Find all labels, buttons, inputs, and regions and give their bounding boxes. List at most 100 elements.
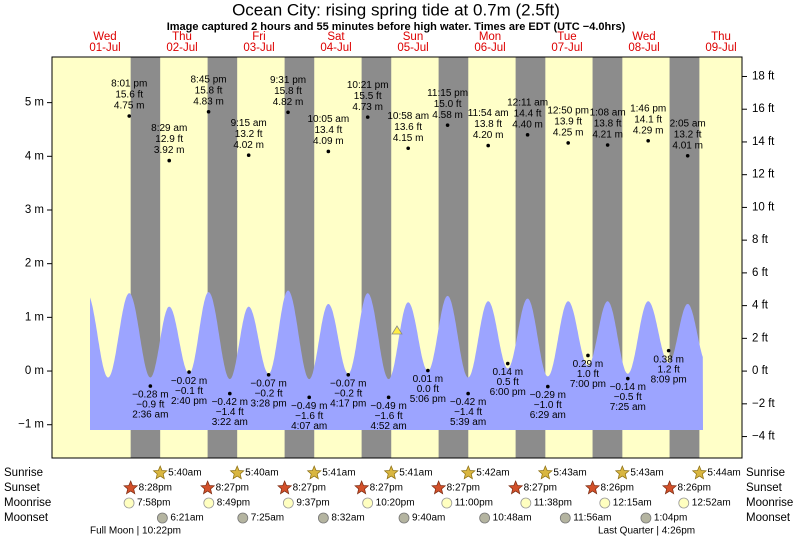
tide-area	[90, 290, 703, 430]
sunrise-time: 5:40am	[245, 468, 278, 479]
sunset-icon	[354, 480, 370, 495]
sunrise-icon	[537, 465, 553, 480]
sunrise-icon	[691, 465, 707, 480]
y2-tick-label: −4 ft	[752, 431, 776, 443]
tide-time: 8:45 pm	[191, 74, 227, 85]
sunset-time: 8:27pm	[370, 483, 403, 494]
tide-point	[228, 391, 232, 396]
tide-time: 4:07 am	[291, 421, 327, 432]
moonrise-icon	[520, 497, 532, 509]
tide-time: 10:58 am	[387, 111, 429, 122]
tide-time: 10:05 am	[307, 114, 349, 125]
tide-m: −0.07 m	[250, 378, 286, 389]
day-date: 07‑Jul	[551, 42, 582, 54]
y2-tick-label: 14 ft	[752, 136, 775, 148]
tide-point	[625, 376, 630, 381]
tide-m: 0.38 m	[653, 354, 684, 365]
day-name: Thu	[172, 31, 192, 43]
row-label: Moonrise	[4, 497, 51, 509]
tide-point	[148, 384, 153, 388]
y2-tick-label: 10 ft	[752, 201, 775, 213]
tide-ft: 13.8 ft	[594, 119, 622, 130]
tide-time: 4:52 am	[371, 421, 407, 432]
moonset-time: 8:32am	[331, 513, 364, 524]
sunset-time: 8:26pm	[678, 483, 711, 494]
tide-point	[326, 149, 331, 154]
tide-time: 8:29 am	[151, 123, 187, 134]
moonrise-time: 11:38pm	[534, 498, 572, 509]
sunrise-time: 5:43am	[553, 468, 586, 479]
tide-time: 1:46 pm	[630, 103, 666, 114]
tide-m: 4.25 m	[553, 128, 584, 139]
y2-tick-label: 8 ft	[752, 234, 769, 246]
sunrise-time: 5:41am	[322, 468, 355, 479]
tide-m: 4.20 m	[473, 130, 504, 141]
y2-tick-label: 4 ft	[752, 300, 769, 312]
sunrise-time: 5:42am	[476, 468, 509, 479]
tide-m: 4.40 m	[512, 119, 543, 130]
tide-point	[586, 353, 590, 358]
y2-tick-label: 18 ft	[752, 71, 775, 83]
tide-point	[167, 158, 172, 163]
moonset-time: 7:25am	[251, 513, 284, 524]
moonrise-icon	[203, 497, 215, 509]
y2-tick-label: 2 ft	[752, 332, 769, 344]
tide-point	[266, 372, 271, 377]
tide-point	[365, 115, 370, 119]
tide-point	[406, 146, 410, 151]
tide-time: 6:29 am	[530, 410, 566, 421]
current-tide-marker	[391, 325, 403, 335]
tide-time: 2:36 am	[132, 410, 168, 421]
tide-time: 11:54 am	[468, 108, 509, 119]
day-date: 09‑Jul	[705, 42, 736, 54]
day-name: Fri	[252, 31, 265, 43]
day-date: 02‑Jul	[166, 42, 197, 54]
row-label: Sunrise	[746, 467, 785, 479]
tide-ft: 13.6 ft	[394, 122, 422, 133]
tide-ft: 15.8 ft	[274, 86, 302, 97]
y-tick-label: 1 m	[25, 311, 44, 323]
y2-tick-label: 16 ft	[752, 103, 775, 115]
y2-tick-label: −2 ft	[752, 398, 776, 410]
tide-m: −0.14 m	[610, 382, 646, 393]
tide-point	[386, 395, 391, 400]
sunset-icon	[277, 480, 293, 495]
row-label: Moonset	[746, 512, 791, 524]
moonrise-time: 12:15am	[613, 498, 652, 509]
tide-m: −0.07 m	[330, 378, 366, 389]
tide-m: 3.92 m	[154, 145, 185, 156]
day-name: Thu	[711, 31, 731, 43]
sunset-time: 8:26pm	[601, 483, 634, 494]
tide-time: 7:00 pm	[570, 379, 606, 390]
moon-phase: Last Quarter | 4:26pm	[598, 526, 695, 537]
tide-point	[445, 123, 450, 127]
tide-ft: 12.9 ft	[155, 134, 183, 145]
tide-ft: 15.6 ft	[115, 90, 143, 101]
tide-m: 4.73 m	[352, 102, 383, 113]
tide-ft: 15.8 ft	[195, 85, 223, 96]
tide-m: −0.49 m	[291, 401, 327, 412]
y-tick-label: 0 m	[25, 365, 44, 377]
chart-title: Ocean City: rising spring tide at 0.7m (…	[232, 0, 560, 19]
sunrise-icon	[614, 465, 630, 480]
sunrise-icon	[152, 465, 168, 480]
sunset-icon	[508, 480, 524, 495]
plot-frame	[51, 56, 743, 459]
sunset-time: 8:27pm	[524, 483, 557, 494]
sunset-icon	[585, 480, 601, 495]
moon-phase: Full Moon | 10:22pm	[90, 526, 181, 537]
tide-m: 4.29 m	[633, 125, 664, 136]
moonset-icon	[479, 512, 491, 524]
tide-m: 4.58 m	[432, 110, 463, 121]
moonset-icon	[398, 512, 410, 524]
sunset-time: 8:28pm	[139, 483, 172, 494]
tide-m: 4.21 m	[592, 130, 623, 141]
tide-time: 2:05 am	[670, 118, 706, 129]
sunset-icon	[200, 480, 216, 495]
tide-point	[666, 348, 671, 353]
tide-point	[505, 361, 510, 366]
row-label: Moonrise	[746, 497, 793, 509]
moonset-icon	[559, 512, 571, 524]
day-date: 06‑Jul	[474, 42, 505, 54]
